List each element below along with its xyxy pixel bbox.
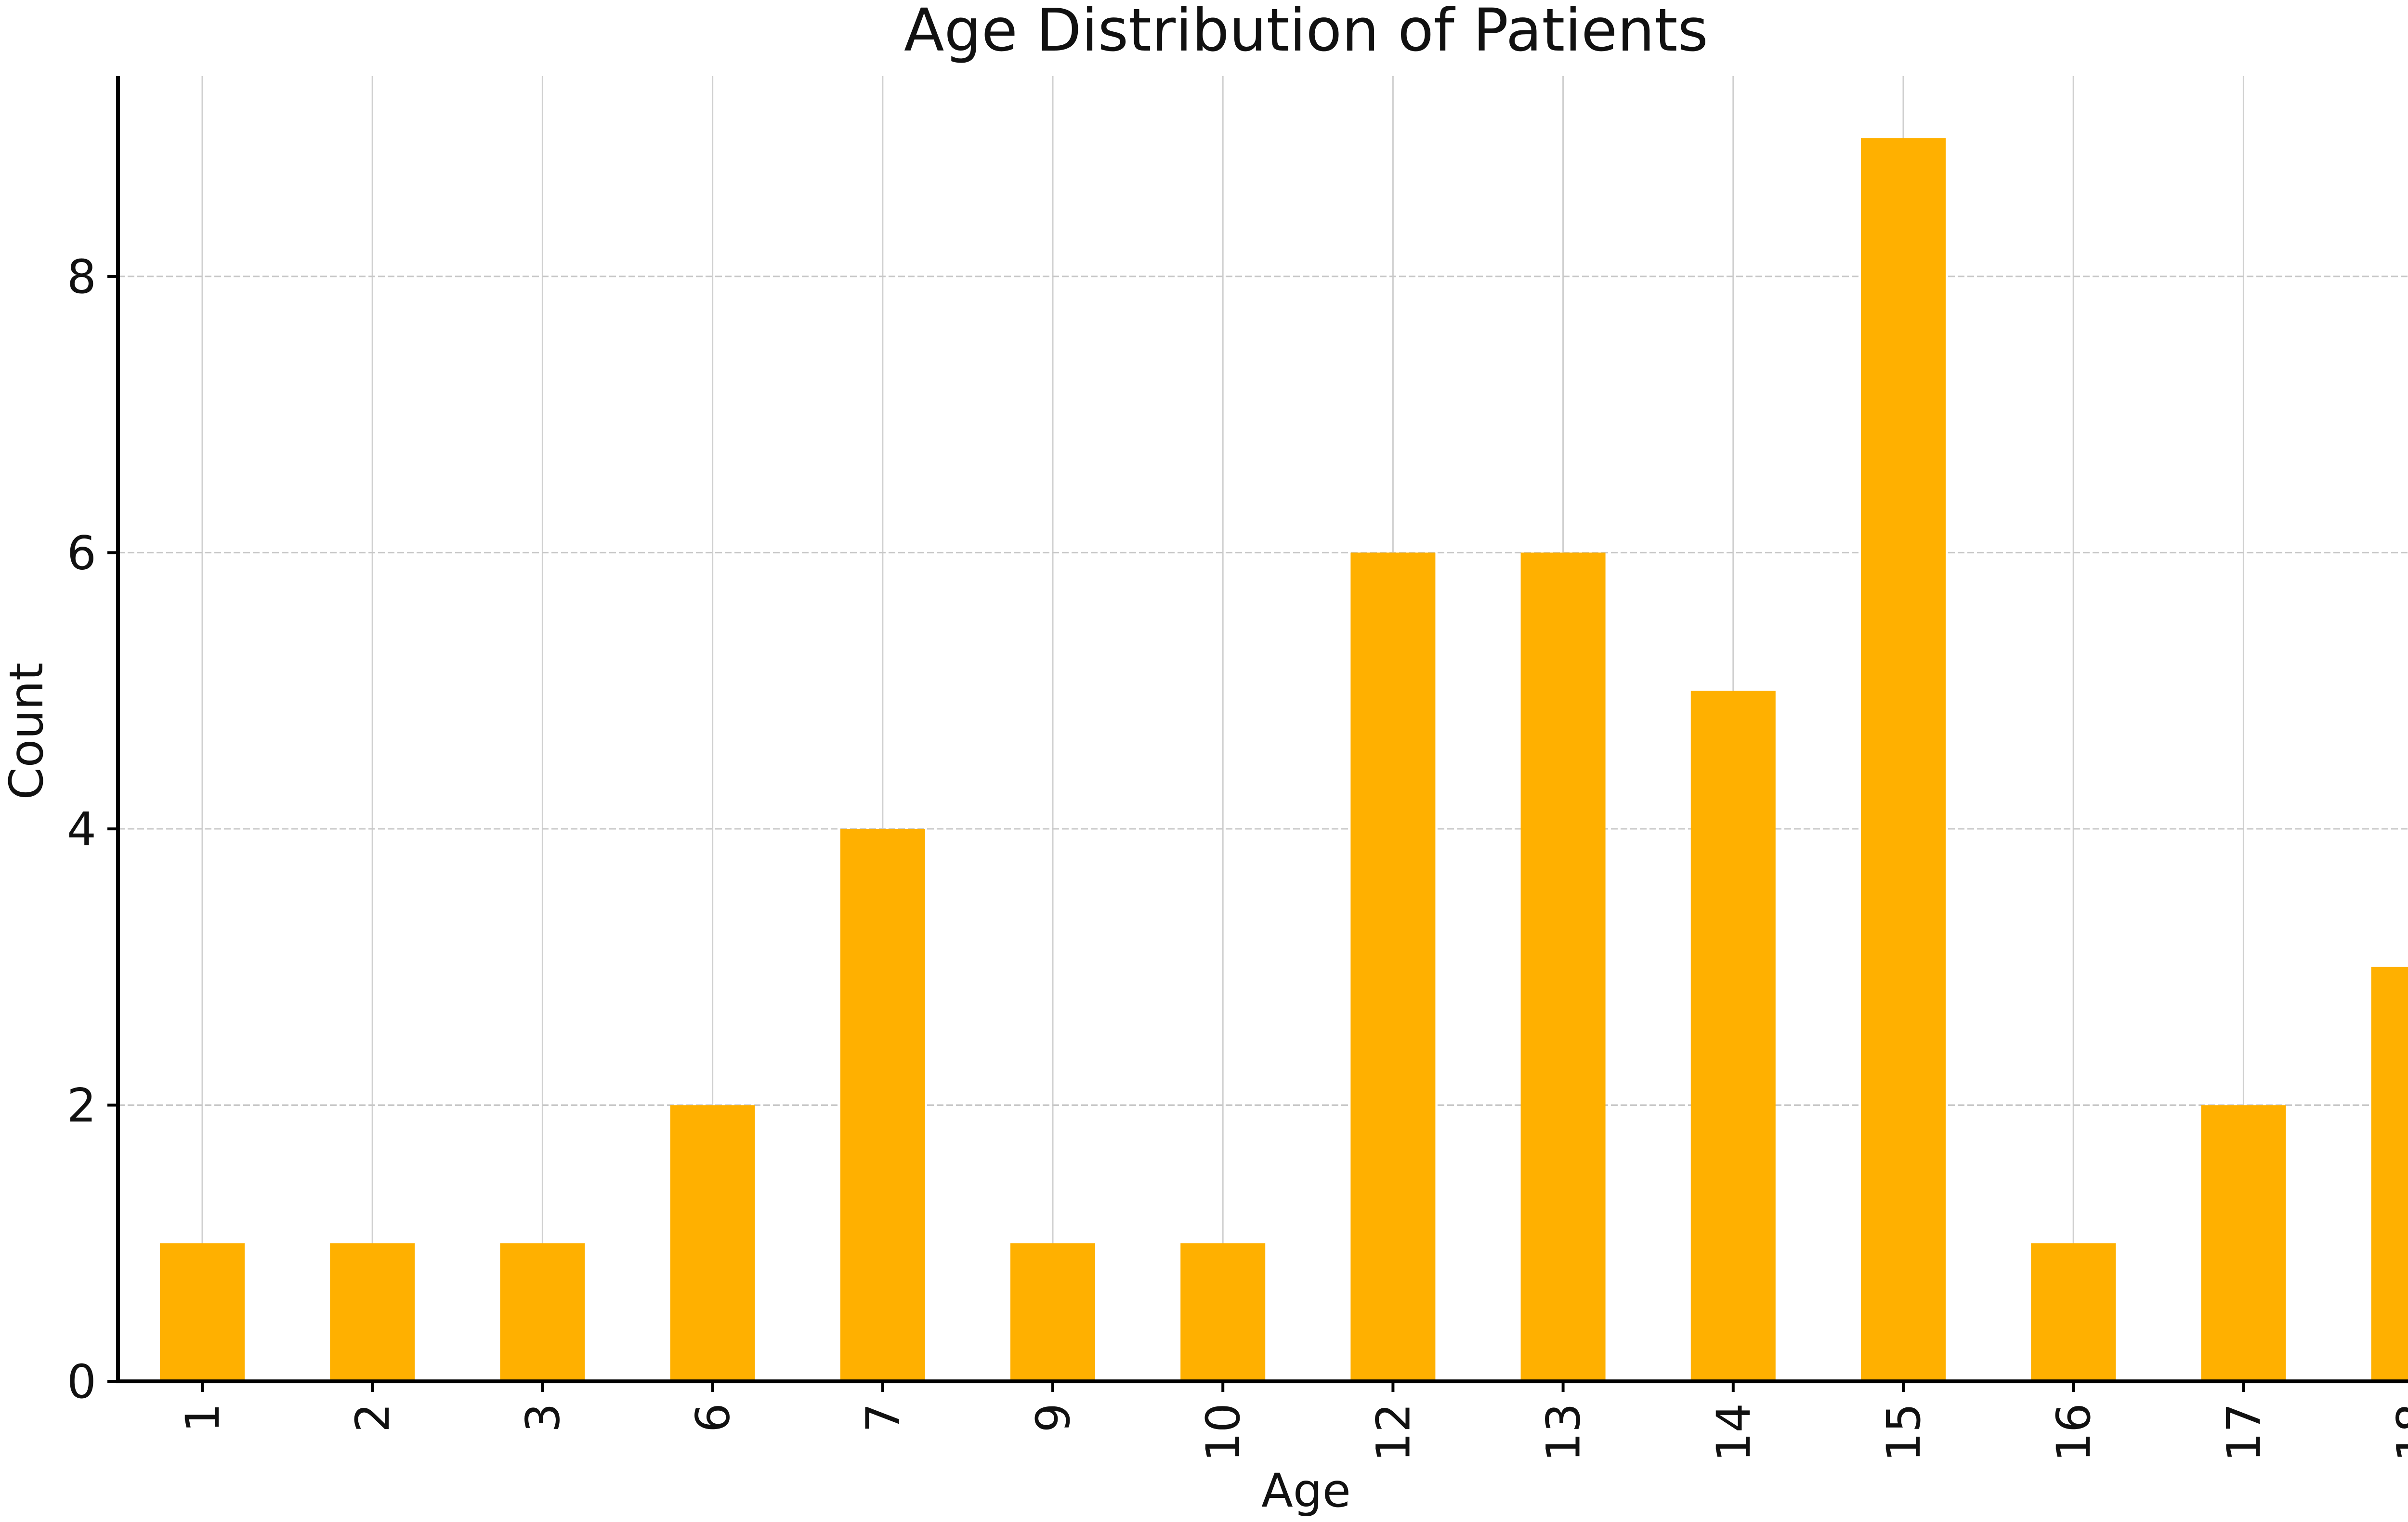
y-axis-label: Count bbox=[0, 662, 53, 800]
bar bbox=[1520, 552, 1606, 1381]
bar bbox=[160, 1243, 245, 1381]
bars bbox=[160, 138, 2408, 1381]
bar bbox=[2031, 1243, 2116, 1381]
y-tick-label: 0 bbox=[67, 1355, 96, 1409]
bar bbox=[330, 1243, 415, 1381]
x-tick-label: 6 bbox=[686, 1403, 740, 1432]
x-tick-label: 3 bbox=[516, 1403, 570, 1432]
axes bbox=[116, 76, 2408, 1383]
bar bbox=[1180, 1243, 1266, 1381]
y-tick-label: 4 bbox=[67, 802, 96, 856]
x-tick-label: 13 bbox=[1537, 1403, 1591, 1462]
grid bbox=[118, 76, 2408, 1382]
x-tick-label: 2 bbox=[346, 1403, 400, 1432]
bar bbox=[2371, 967, 2408, 1381]
bar bbox=[1350, 552, 1436, 1381]
x-tick-label: 10 bbox=[1196, 1403, 1250, 1462]
x-axis-label: Age bbox=[1261, 1464, 1351, 1518]
x-tick-label: 16 bbox=[2047, 1403, 2101, 1462]
x-tick-label: 15 bbox=[1877, 1403, 1931, 1462]
x-tick-label: 12 bbox=[1366, 1403, 1420, 1462]
bar bbox=[1690, 691, 1776, 1381]
bar bbox=[500, 1243, 585, 1381]
y-tick-label: 8 bbox=[67, 250, 96, 304]
y-tick-label: 6 bbox=[67, 526, 96, 580]
y-tick-label: 2 bbox=[67, 1078, 96, 1132]
chart-title: Age Distribution of Patients bbox=[904, 0, 1708, 65]
bar bbox=[1861, 138, 1946, 1381]
x-tick-label: 14 bbox=[1707, 1403, 1761, 1462]
bar bbox=[840, 828, 925, 1381]
x-tick-label: 9 bbox=[1026, 1403, 1080, 1432]
x-tick-label: 18 bbox=[2387, 1403, 2408, 1462]
bar bbox=[670, 1105, 755, 1381]
bar bbox=[1010, 1243, 1095, 1381]
x-tick-label: 1 bbox=[176, 1403, 230, 1432]
bar bbox=[2201, 1105, 2286, 1381]
x-tick-label: 7 bbox=[856, 1403, 910, 1432]
x-tick-label: 17 bbox=[2217, 1403, 2271, 1462]
